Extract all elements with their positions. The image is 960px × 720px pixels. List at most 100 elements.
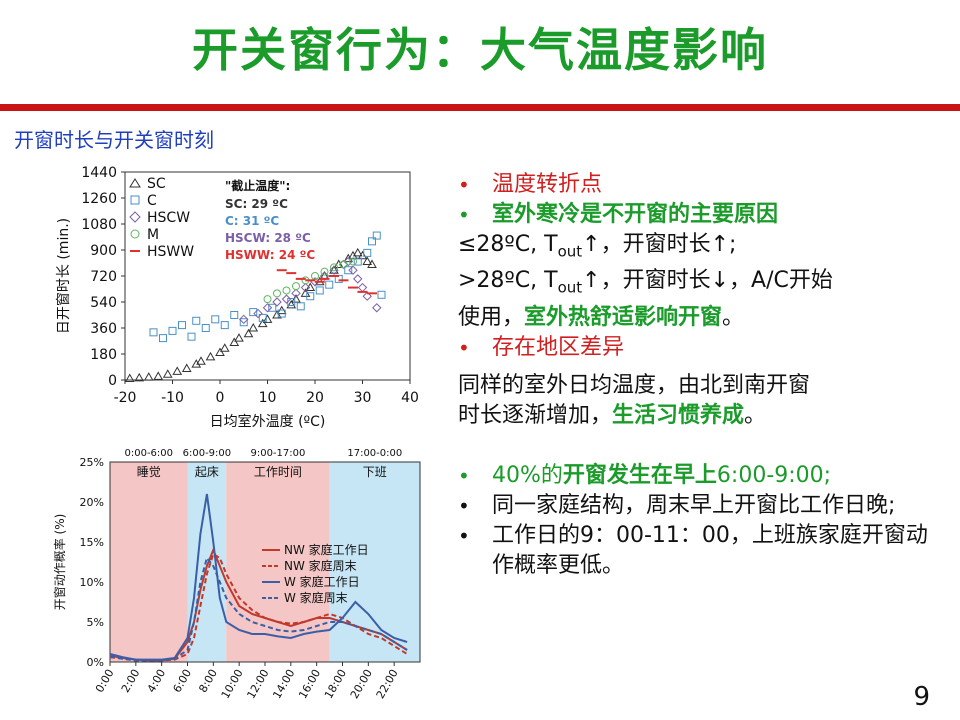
legend-label: NW 家庭工作日 xyxy=(284,542,369,557)
x-tick-label: 22:00 xyxy=(374,667,401,701)
bullet-dot: • xyxy=(458,173,470,197)
data-point xyxy=(134,372,145,382)
x-tick-label: 4:00 xyxy=(145,667,169,695)
data-point xyxy=(343,256,353,267)
slide-subtitle: 开窗时长与开关窗时刻 xyxy=(14,128,214,152)
data-point xyxy=(215,347,225,357)
legend-label: M xyxy=(147,227,159,243)
period-label: 下班 xyxy=(363,465,387,479)
data-point xyxy=(272,309,282,319)
data-point xyxy=(253,308,263,319)
series-line xyxy=(109,555,408,662)
x-tick-label: 18:00 xyxy=(322,667,349,701)
data-point xyxy=(257,318,268,328)
bullet-3-text: 存在地区差异 xyxy=(492,334,625,360)
cutoff-label: C: 31 ºC xyxy=(225,214,279,228)
data-point xyxy=(305,282,316,292)
data-point xyxy=(153,371,164,380)
period-time: 9:00-17:00 xyxy=(250,448,305,459)
data-point xyxy=(234,333,244,342)
data-point xyxy=(363,248,372,257)
bullet-6-text: 工作日的9：00-11：00，上班族家庭开窗动作概率更低。 xyxy=(492,522,928,578)
bullet-panel: • 温度转折点 • 室外寒冷是不开窗的主要原因 ≤28ºC, Tout↑，开窗时… xyxy=(458,170,928,581)
data-point xyxy=(357,250,368,260)
bullet-6: • 工作日的9：00-11：00，上班族家庭开窗动作概率更低。 xyxy=(458,521,928,581)
legend-marker xyxy=(130,229,140,239)
data-point xyxy=(258,313,267,322)
y-tick-label: 360 xyxy=(90,321,117,337)
bullet-2-line1: ≤28ºC, Tout↑，开窗时长↑; xyxy=(458,232,737,261)
y-tick-label: 1260 xyxy=(81,191,117,207)
legend-marker xyxy=(129,178,141,188)
data-point xyxy=(282,286,291,295)
data-point xyxy=(277,309,286,318)
data-point xyxy=(239,314,249,325)
data-point xyxy=(211,315,220,324)
data-point xyxy=(372,231,381,240)
bullet-dot: • xyxy=(458,335,470,360)
bullet-2-line3: 使用，室外热舒适影响开窗。 xyxy=(458,304,745,330)
data-point xyxy=(377,290,386,299)
data-point xyxy=(178,321,186,330)
data-point xyxy=(191,359,202,368)
x-tick-label: -10 xyxy=(161,390,184,406)
y-axis-label: 开窗动作概率 (%) xyxy=(52,514,67,611)
data-point xyxy=(330,263,338,272)
data-point xyxy=(263,295,272,304)
data-point xyxy=(162,369,173,378)
legend-label: HSCW xyxy=(147,210,190,226)
bullet-4: • 40%的开窗发生在早上6:00-9:00; xyxy=(458,461,928,491)
data-point xyxy=(187,332,196,341)
period-band xyxy=(329,462,420,662)
data-point xyxy=(196,356,206,365)
data-point xyxy=(353,257,362,266)
y-tick-label: 720 xyxy=(90,269,117,285)
data-point xyxy=(352,247,363,257)
y-tick-label: 25% xyxy=(80,456,104,469)
data-point xyxy=(367,259,377,268)
data-point xyxy=(349,257,357,266)
y-tick-label: 5% xyxy=(87,616,104,629)
data-point xyxy=(286,299,297,309)
data-point xyxy=(372,303,382,313)
bullet-5-text: 同一家庭结构，周末早上开窗比工作日晚; xyxy=(492,492,896,518)
data-point xyxy=(239,318,248,327)
legend-label: NW 家庭周末 xyxy=(284,558,357,573)
cutoff-label: HSCW: 28 ºC xyxy=(225,231,311,245)
y-tick-label: 1440 xyxy=(81,165,117,181)
data-point xyxy=(362,256,373,266)
cutoff-label: SC: 29 ºC xyxy=(225,197,288,211)
period-time: 0:00-6:00 xyxy=(124,448,173,459)
x-tick-label: 16:00 xyxy=(296,667,323,701)
period-time: 17:00-0:00 xyxy=(347,448,402,459)
data-point xyxy=(329,265,339,274)
bullet-3: • 存在地区差异 xyxy=(458,333,928,363)
data-point xyxy=(315,286,324,295)
data-point xyxy=(339,260,348,269)
period-band xyxy=(110,462,188,662)
data-point xyxy=(319,271,330,281)
data-point xyxy=(143,372,154,381)
data-point xyxy=(262,314,273,323)
data-point xyxy=(368,237,376,246)
data-point xyxy=(201,324,210,332)
bullet-5: • 同一家庭结构，周末早上开窗比工作日晚; xyxy=(458,491,928,521)
x-tick-label: 6:00 xyxy=(170,667,194,695)
period-label: 睡觉 xyxy=(137,465,161,479)
data-point xyxy=(348,265,358,275)
x-tick-label: 0 xyxy=(216,390,225,406)
data-point xyxy=(296,302,305,311)
bullet-dot: • xyxy=(458,523,470,548)
data-point xyxy=(159,334,167,343)
data-point xyxy=(220,321,229,330)
period-label: 起床 xyxy=(195,465,219,479)
data-point xyxy=(292,282,300,291)
data-point xyxy=(205,351,216,361)
x-tick-label: 10 xyxy=(259,390,277,406)
bullet-1-text: 温度转折点 xyxy=(492,172,603,197)
data-point xyxy=(362,291,372,301)
data-point xyxy=(248,322,259,332)
bullet-dot: • xyxy=(458,463,470,488)
data-point xyxy=(281,294,292,304)
x-tick-label: 10:00 xyxy=(219,667,246,701)
